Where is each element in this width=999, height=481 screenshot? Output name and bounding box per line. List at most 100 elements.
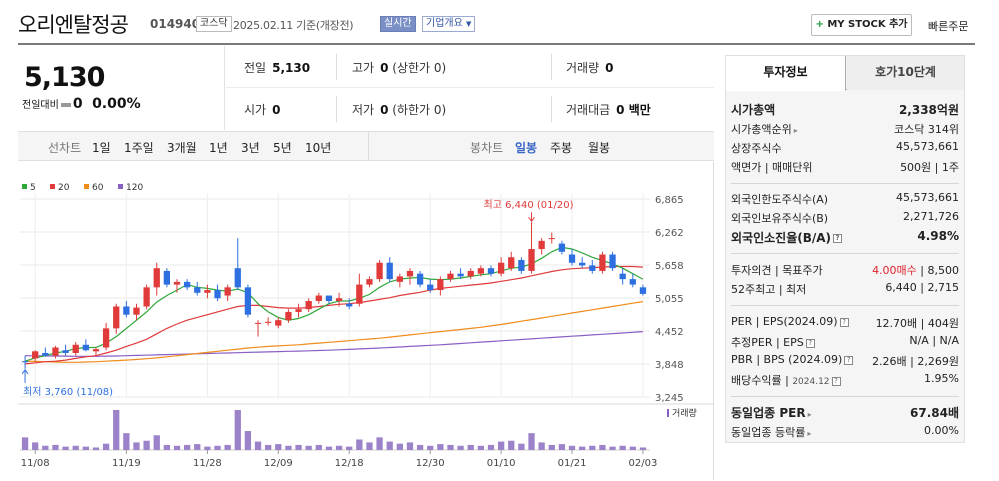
volume-bar — [376, 437, 383, 450]
market-badge: 코스닥 — [196, 16, 232, 32]
company-name: 오리엔탈정공 — [18, 13, 129, 37]
volume-bar — [477, 445, 485, 450]
stats-row: 전일 5,130 고가 0 (상한가 0) 거래량 0 — [226, 46, 714, 88]
candle-body — [315, 295, 322, 302]
ma20-line — [25, 265, 643, 365]
line-chart-label: 선차트 — [48, 141, 82, 155]
volume-bar — [224, 444, 231, 450]
est-per-row: 추정PER | EPS? N/A | N/A — [731, 334, 959, 353]
candle-body — [163, 270, 171, 285]
y-tick-label: 6,262 — [655, 228, 684, 239]
volume-bar — [62, 446, 69, 450]
range-5y-button[interactable]: 5년 — [273, 141, 292, 155]
volume-bar — [346, 446, 353, 450]
candle-monthly-button[interactable]: 월봉 — [588, 141, 611, 155]
quick-order-link[interactable]: 빠른주문 — [928, 20, 969, 33]
header-divider — [18, 43, 975, 45]
candle-body — [265, 321, 272, 323]
per-label: PER | EPS(2024.09) — [731, 315, 838, 328]
high-arrow-head — [528, 216, 535, 223]
candle-body — [497, 262, 505, 274]
market-cap-label: 시가총액 — [731, 103, 776, 117]
legend-label: 60 — [92, 183, 104, 193]
change-label: 전일대비 — [22, 100, 59, 111]
sector-rate-row[interactable]: 동일업종 등락률 ▸ 0.00% — [731, 424, 959, 443]
y-tick-label: 5,055 — [655, 294, 684, 305]
volume-label: 거래량 — [566, 61, 600, 75]
candle-body — [639, 287, 647, 294]
stats-row: 시가 0 저가 0 (하한가 0) 거래대금 0 백만 — [226, 88, 714, 130]
candle-body — [62, 350, 69, 353]
market-cap-value: 2,338억원 — [898, 103, 959, 117]
candle-body — [204, 290, 211, 293]
volume-bar — [406, 442, 414, 450]
mystock-add-button[interactable]: + MY STOCK 추가 — [811, 14, 912, 36]
range-1y-button[interactable]: 1년 — [209, 141, 228, 155]
volume-bar — [92, 447, 100, 450]
help-icon[interactable]: ? — [831, 376, 841, 386]
x-tick-label: 12/18 — [335, 458, 364, 469]
help-icon[interactable]: ? — [805, 338, 815, 348]
candle-body — [609, 254, 616, 269]
low-annotation: 최저 3,760 (11/08) — [23, 386, 113, 398]
volume-bar — [113, 410, 120, 450]
week52-value: 6,440 | 2,715 — [885, 281, 959, 294]
ma5-line — [24, 246, 644, 362]
y-tick-label: 4,452 — [655, 327, 684, 338]
x-tick-label: 12/09 — [264, 458, 293, 469]
candle-body — [386, 262, 393, 280]
dividend-date: 2024.12 — [792, 377, 830, 387]
stock-header: 오리엔탈정공 014940 코스닥 2025.02.11 기준(개장전) 실시간… — [0, 0, 999, 45]
high-price: 고가 0 (상한가 0) — [352, 59, 446, 76]
volume-bar — [305, 445, 312, 450]
flat-icon — [60, 103, 71, 107]
est-per-value: N/A | N/A — [909, 334, 959, 347]
market-cap-row: 시가총액 2,338억원 — [731, 101, 959, 120]
realtime-button[interactable]: 실시간 — [380, 16, 416, 32]
opinion-label: 투자의견 | 목표주가 — [731, 264, 823, 277]
candle-body — [629, 279, 636, 285]
legend-swatch — [118, 184, 123, 189]
y-tick-label: 3,245 — [655, 393, 684, 404]
volume-bar — [173, 445, 181, 450]
opinion-row: 투자의견 | 목표주가 4.00매수 | 8,500 — [731, 264, 959, 277]
rank-label: 시가총액순위 — [731, 123, 792, 136]
tab-investment-info[interactable]: 투자정보 — [726, 56, 846, 91]
candle-body — [42, 352, 49, 356]
week52-row: 52주최고 | 최저 6,440 | 2,715 — [731, 281, 959, 300]
help-icon[interactable]: ? — [844, 355, 854, 365]
par-value-row: 액면가 | 매매단위 500원 | 1주 — [731, 159, 959, 178]
volume-bar — [123, 433, 130, 450]
range-1d-button[interactable]: 1일 — [92, 141, 111, 155]
chart-svg: 6,865 6,262 5,658 5,055 4,452 3,848 3,245 5 20 60… — [18, 183, 714, 469]
tab-quote-10[interactable]: 호가10단계 — [847, 56, 964, 90]
price-stats: 전일 5,130 고가 0 (상한가 0) 거래량 0 시가 0 저가 0 (하한가 0)… — [226, 46, 714, 130]
company-info-button[interactable]: 기업개요 ▼ — [422, 16, 476, 32]
volume-bar — [42, 445, 49, 450]
week52-label: 52주최고 | 최저 — [731, 283, 807, 296]
candle-weekly-button[interactable]: 주봉 — [550, 141, 573, 155]
open-price: 시가 0 — [244, 101, 280, 118]
range-10y-button[interactable]: 10년 — [305, 141, 332, 155]
help-icon[interactable]: ? — [839, 317, 849, 327]
low-arrow-head — [21, 368, 29, 375]
candle-daily-button[interactable]: 일봉 — [515, 141, 538, 155]
candle-body — [406, 270, 414, 277]
market-cap-rank-row[interactable]: 시가총액순위 ▸ 코스닥 314위 — [731, 121, 959, 140]
range-3m-button[interactable]: 3개월 — [167, 141, 197, 155]
candle-body — [416, 273, 424, 285]
volume-bar — [427, 445, 434, 450]
help-icon[interactable]: ? — [833, 234, 843, 243]
range-3y-button[interactable]: 3년 — [241, 141, 260, 155]
volume-bar — [183, 444, 191, 450]
low-value: 0 — [380, 103, 389, 117]
volume-bar — [568, 445, 576, 450]
candle-body — [427, 284, 434, 291]
panel-divider — [731, 305, 959, 306]
candlestick-chart[interactable]: 6,865 6,262 5,658 5,055 4,452 3,848 3,245 5 20 60… — [18, 162, 714, 480]
sector-per-row[interactable]: 동일업종 PER ▸ 67.84배 — [731, 404, 959, 423]
divider — [551, 54, 552, 80]
dividend-row: 배당수익률 | 2024.12? 1.95% — [731, 372, 959, 387]
range-1w-button[interactable]: 1주일 — [124, 141, 154, 155]
candle-body — [305, 301, 312, 310]
